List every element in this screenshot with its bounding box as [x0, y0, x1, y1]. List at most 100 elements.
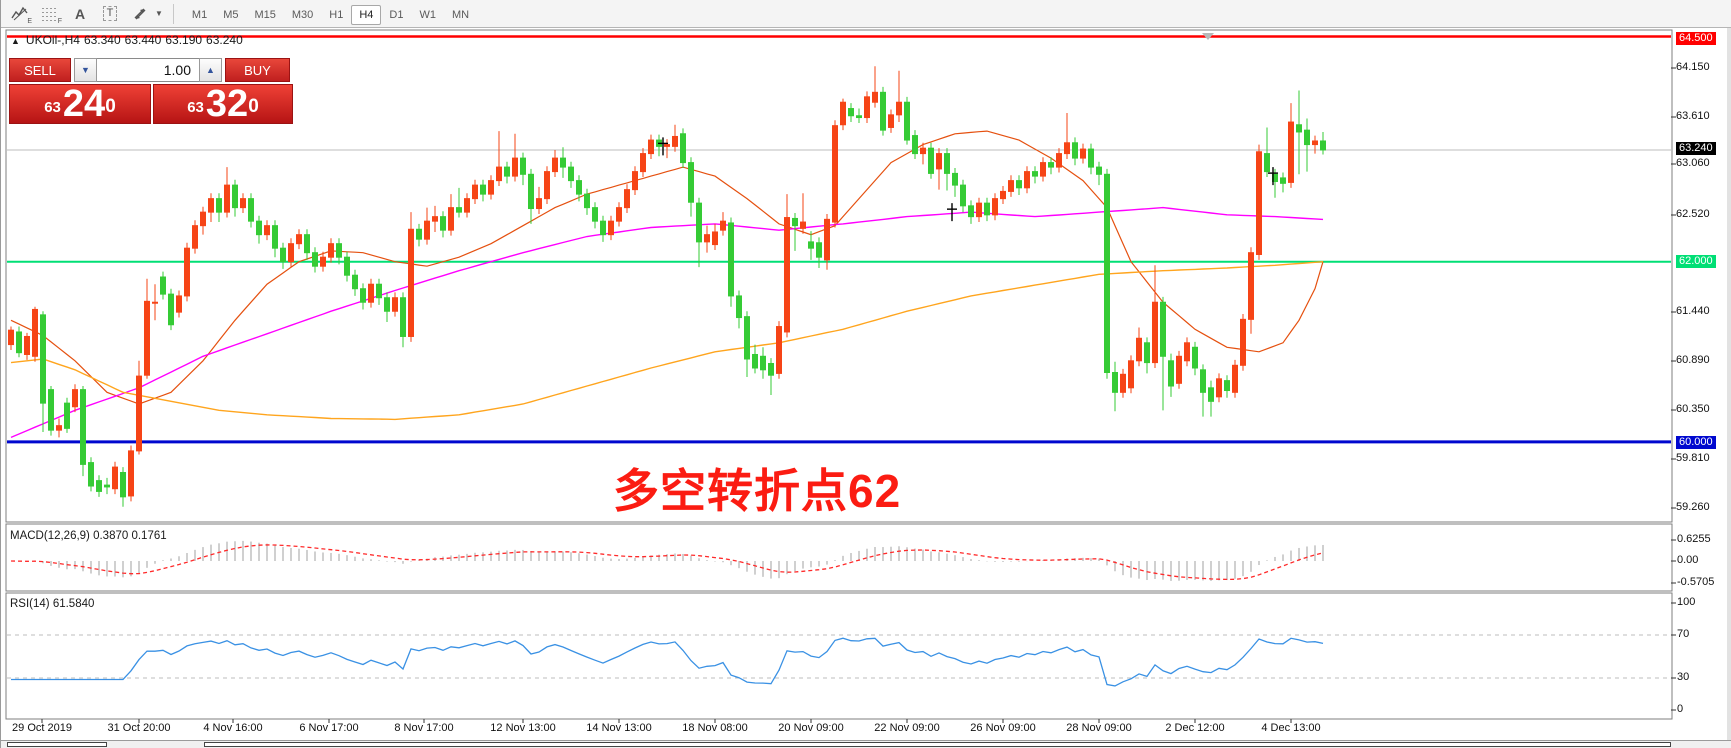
- price-axis-label: 64.150: [1676, 61, 1710, 73]
- time-axis-label: 29 Oct 2019: [12, 722, 72, 734]
- macd-label: MACD(12,26,9) 0.3870 0.1761: [10, 530, 167, 542]
- timeframe-h4[interactable]: H4: [351, 4, 382, 25]
- candle: [720, 220, 726, 231]
- time-axis-label: 6 Nov 17:00: [299, 722, 359, 734]
- candle: [400, 297, 406, 337]
- candle: [384, 297, 390, 312]
- scrollbar-thumb[interactable]: [204, 742, 1671, 747]
- candle: [864, 96, 870, 119]
- candle: [16, 331, 22, 354]
- candle: [464, 198, 470, 213]
- candle: [128, 450, 134, 497]
- candle: [1040, 162, 1046, 177]
- chart-objects-icon[interactable]: E: [7, 3, 33, 25]
- candle: [408, 228, 414, 337]
- timeframe-bar: M1 M5 M15 M30 H1 H4 D1 W1 MN: [184, 4, 477, 25]
- text-box-icon[interactable]: T: [97, 3, 123, 25]
- price-axis-label: 60.350: [1676, 403, 1710, 415]
- buy-price-box[interactable]: 63 32 0: [153, 84, 293, 124]
- candle: [1320, 140, 1326, 151]
- price-axis-label: 63.610: [1676, 110, 1710, 122]
- collapse-arrow-icon[interactable]: ▲: [11, 36, 20, 46]
- candle: [1024, 171, 1030, 189]
- buy-price-prefix: 63: [187, 99, 204, 116]
- time-axis-label: 14 Nov 13:00: [586, 722, 652, 734]
- candle: [760, 355, 766, 371]
- low-value: 63.190: [165, 33, 203, 47]
- timeframe-w1[interactable]: W1: [419, 8, 436, 21]
- candle: [632, 171, 638, 191]
- candle: [1072, 142, 1078, 159]
- candle: [920, 147, 926, 155]
- buy-button[interactable]: BUY: [225, 58, 290, 82]
- candle: [1000, 190, 1006, 200]
- candle: [368, 283, 374, 303]
- text-label-icon[interactable]: A: [74, 5, 86, 22]
- candle: [1088, 148, 1094, 168]
- price-axis-label: 59.260: [1676, 501, 1710, 513]
- candle: [144, 300, 150, 376]
- candle: [296, 234, 302, 245]
- candle: [1200, 369, 1206, 393]
- cycle-arrows-icon[interactable]: [127, 3, 153, 25]
- timeframe-h1[interactable]: H1: [329, 8, 344, 21]
- horizontal-scrollbar[interactable]: [1, 740, 1731, 748]
- candle: [1160, 301, 1166, 357]
- timeframe-d1[interactable]: D1: [389, 8, 404, 21]
- candle: [168, 293, 174, 326]
- timeframe-m5[interactable]: M5: [223, 8, 239, 21]
- time-axis-label: 8 Nov 17:00: [394, 722, 454, 734]
- one-click-trading-panel: SELL ▼ ▲ BUY 63 24 0 63 32 0: [9, 58, 293, 124]
- candle: [736, 295, 742, 319]
- candle: [1296, 124, 1302, 133]
- candle: [952, 172, 958, 186]
- candle: [304, 234, 310, 254]
- timeframe-m15[interactable]: M15: [254, 8, 276, 21]
- candle: [568, 166, 574, 182]
- candle: [48, 389, 54, 431]
- candle: [1112, 372, 1118, 393]
- time-axis-label: 4 Dec 13:00: [1261, 722, 1321, 734]
- dropdown-caret-icon[interactable]: ▼: [155, 9, 163, 18]
- candle: [504, 166, 510, 177]
- candle: [1208, 387, 1214, 402]
- candle: [608, 220, 614, 236]
- rsi-label: RSI(14) 61.5840: [10, 598, 95, 610]
- timeframe-m1[interactable]: M1: [191, 8, 208, 21]
- candle: [1128, 360, 1134, 389]
- timeframe-mn[interactable]: MN: [451, 8, 470, 21]
- candle: [120, 472, 126, 498]
- candle: [288, 243, 294, 263]
- sell-button[interactable]: SELL: [9, 58, 71, 82]
- candle: [536, 198, 542, 210]
- volume-input[interactable]: [97, 58, 199, 82]
- toolbar-separator: [172, 3, 174, 24]
- candle: [1304, 129, 1310, 146]
- candle: [584, 193, 590, 209]
- candle: [1144, 342, 1150, 364]
- candle: [112, 466, 118, 490]
- volume-increase-button[interactable]: ▲: [199, 58, 222, 82]
- time-axis-label: 28 Nov 09:00: [1066, 722, 1132, 734]
- candle: [1096, 166, 1102, 175]
- candle: [40, 314, 46, 404]
- candle: [752, 353, 758, 369]
- candle: [472, 184, 478, 200]
- volume-decrease-button[interactable]: ▼: [74, 58, 97, 82]
- candle: [624, 189, 630, 209]
- candle: [496, 166, 502, 182]
- scrollbar-segment[interactable]: [7, 742, 107, 747]
- candle: [64, 402, 70, 429]
- timeframe-m30[interactable]: M30: [291, 8, 314, 21]
- candle: [416, 228, 422, 240]
- grid-icon[interactable]: F: [37, 3, 63, 25]
- symbol-name: UKOil-,H4: [25, 33, 80, 47]
- rsi-axis-label: 30: [1677, 671, 1690, 683]
- candle: [432, 216, 438, 222]
- candle: [1224, 380, 1230, 392]
- candle: [1288, 121, 1294, 183]
- close-value: 63.240: [206, 33, 243, 47]
- sell-price-box[interactable]: 63 24 0: [9, 84, 151, 124]
- candle: [512, 157, 518, 177]
